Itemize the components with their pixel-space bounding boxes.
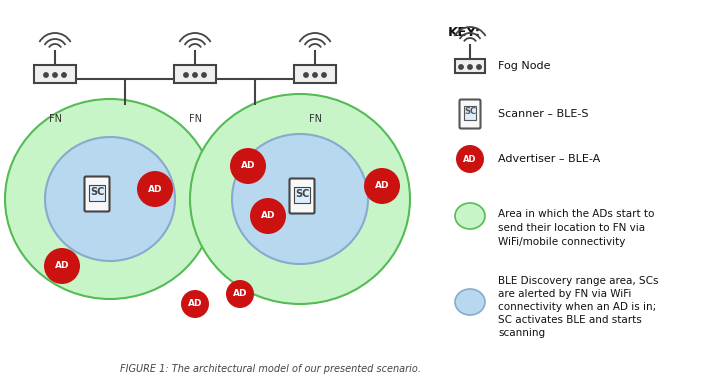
Circle shape — [44, 248, 80, 284]
Text: AD: AD — [241, 162, 256, 170]
Text: SC: SC — [295, 189, 309, 199]
Ellipse shape — [45, 137, 175, 261]
Circle shape — [62, 73, 66, 77]
Text: AD: AD — [463, 154, 477, 164]
Ellipse shape — [5, 99, 215, 299]
Text: SC: SC — [90, 187, 104, 197]
FancyBboxPatch shape — [289, 179, 314, 214]
Circle shape — [137, 171, 173, 207]
Text: KEY:: KEY: — [448, 26, 481, 39]
Circle shape — [304, 73, 308, 77]
Text: are alerted by FN via WiFi: are alerted by FN via WiFi — [498, 289, 631, 299]
Circle shape — [226, 280, 254, 308]
Circle shape — [250, 198, 286, 234]
Ellipse shape — [190, 94, 410, 304]
Circle shape — [44, 73, 48, 77]
FancyBboxPatch shape — [174, 65, 216, 83]
Ellipse shape — [232, 134, 368, 264]
FancyBboxPatch shape — [460, 99, 480, 129]
FancyBboxPatch shape — [455, 59, 485, 73]
Text: Area in which the ADs start to: Area in which the ADs start to — [498, 209, 654, 219]
Text: scanning: scanning — [498, 328, 545, 338]
Circle shape — [53, 73, 57, 77]
FancyBboxPatch shape — [294, 187, 310, 203]
Text: Scanner – BLE-S: Scanner – BLE-S — [498, 109, 589, 119]
FancyBboxPatch shape — [294, 65, 336, 83]
Circle shape — [313, 73, 317, 77]
Text: AD: AD — [187, 300, 202, 308]
Text: AD: AD — [261, 212, 275, 220]
Text: connectivity when an AD is in;: connectivity when an AD is in; — [498, 302, 656, 312]
Text: AD: AD — [375, 182, 389, 190]
Text: send their location to FN via: send their location to FN via — [498, 223, 645, 233]
Text: WiFi/mobile connectivity: WiFi/mobile connectivity — [498, 237, 625, 247]
FancyBboxPatch shape — [89, 185, 105, 201]
Text: BLE Discovery range area, SCs: BLE Discovery range area, SCs — [498, 276, 658, 286]
Circle shape — [202, 73, 206, 77]
Text: AD: AD — [233, 290, 247, 298]
Circle shape — [322, 73, 326, 77]
Ellipse shape — [455, 203, 485, 229]
FancyBboxPatch shape — [34, 65, 76, 83]
Circle shape — [364, 168, 400, 204]
Text: FN: FN — [49, 114, 62, 124]
FancyBboxPatch shape — [85, 177, 110, 212]
Text: Fog Node: Fog Node — [498, 61, 551, 71]
Text: SC activates BLE and starts: SC activates BLE and starts — [498, 315, 642, 325]
Text: FN: FN — [189, 114, 202, 124]
Circle shape — [193, 73, 197, 77]
Text: SC: SC — [464, 108, 476, 116]
Text: FN: FN — [309, 114, 322, 124]
Text: AD: AD — [148, 184, 162, 194]
Text: FIGURE 1: The architectural model of our presented scenario.: FIGURE 1: The architectural model of our… — [119, 364, 421, 374]
Circle shape — [477, 65, 481, 69]
Circle shape — [184, 73, 188, 77]
Circle shape — [456, 145, 484, 173]
FancyBboxPatch shape — [464, 106, 477, 120]
Text: Advertiser – BLE-A: Advertiser – BLE-A — [498, 154, 600, 164]
Text: AD: AD — [55, 262, 69, 270]
Circle shape — [181, 290, 209, 318]
Circle shape — [468, 65, 472, 69]
Ellipse shape — [455, 289, 485, 315]
Circle shape — [459, 65, 463, 69]
Circle shape — [230, 148, 266, 184]
